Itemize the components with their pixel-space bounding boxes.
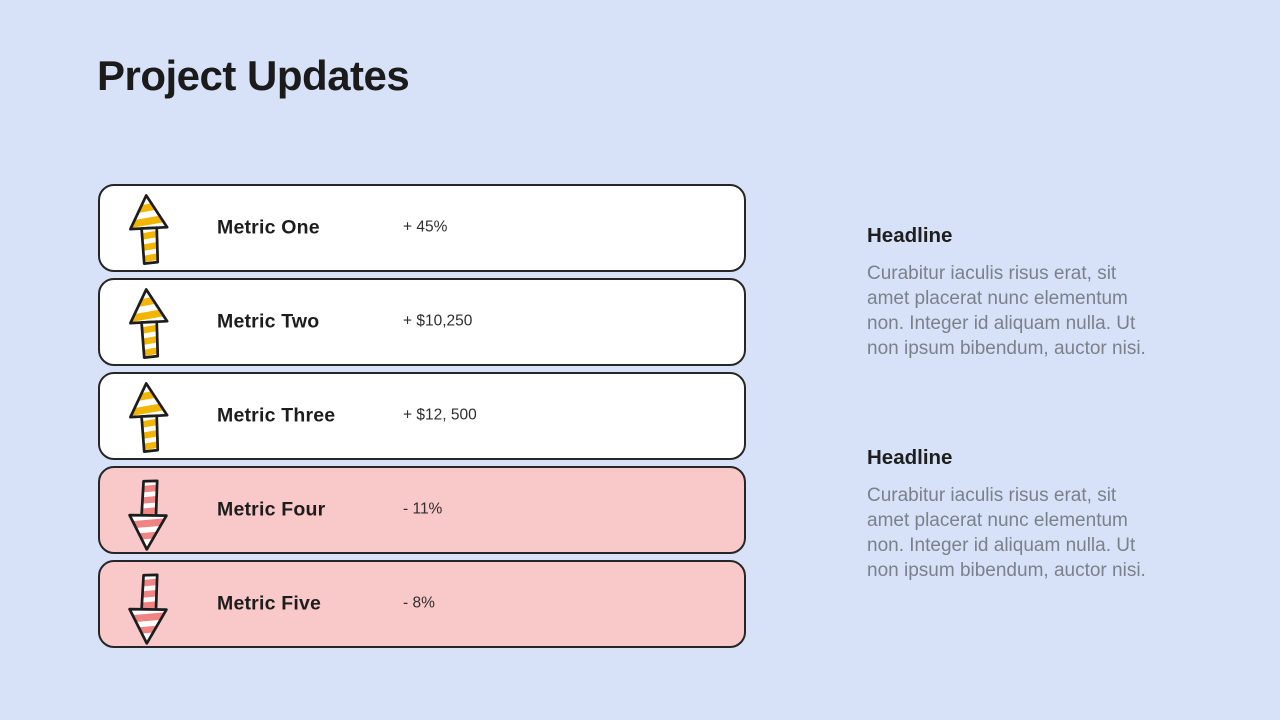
- section-body: Curabitur iaculis risus erat, sit amet p…: [867, 263, 1146, 359]
- trend-up-icon: [124, 190, 172, 268]
- metric-value: + $10,250: [403, 312, 473, 330]
- metric-label: Metric Three: [217, 404, 336, 427]
- trend-down-icon: [124, 570, 172, 648]
- metric-card-two: Metric Two + $10,250: [98, 278, 746, 366]
- metric-label: Metric One: [217, 216, 320, 239]
- metric-card-one: Metric One + 45%: [98, 184, 746, 272]
- metric-value: + 45%: [403, 218, 448, 236]
- section-heading: Headline: [867, 224, 953, 247]
- metric-value: - 8%: [403, 594, 435, 612]
- headline-section-1: Headline Curabitur iaculis risus erat, s…: [867, 224, 1182, 361]
- section-body: Curabitur iaculis risus erat, sit amet p…: [867, 485, 1146, 581]
- metric-label: Metric Two: [217, 310, 320, 333]
- headline-section-2: Headline Curabitur iaculis risus erat, s…: [867, 446, 1182, 583]
- page-title: Project Updates: [97, 52, 410, 99]
- metric-value: + $12, 500: [403, 406, 477, 424]
- trend-down-icon: [124, 476, 172, 554]
- section-heading: Headline: [867, 446, 953, 469]
- metric-value: - 11%: [403, 500, 443, 518]
- metric-label: Metric Five: [217, 592, 322, 615]
- trend-up-icon: [124, 378, 172, 456]
- trend-up-icon: [124, 284, 172, 362]
- metric-card-list: Metric One + 45% Metric Two + $10,250 Me…: [98, 184, 746, 648]
- metric-card-three: Metric Three + $12, 500: [98, 372, 746, 460]
- metric-card-four: Metric Four - 11%: [98, 466, 746, 554]
- metric-card-five: Metric Five - 8%: [98, 560, 746, 648]
- metric-label: Metric Four: [217, 498, 326, 521]
